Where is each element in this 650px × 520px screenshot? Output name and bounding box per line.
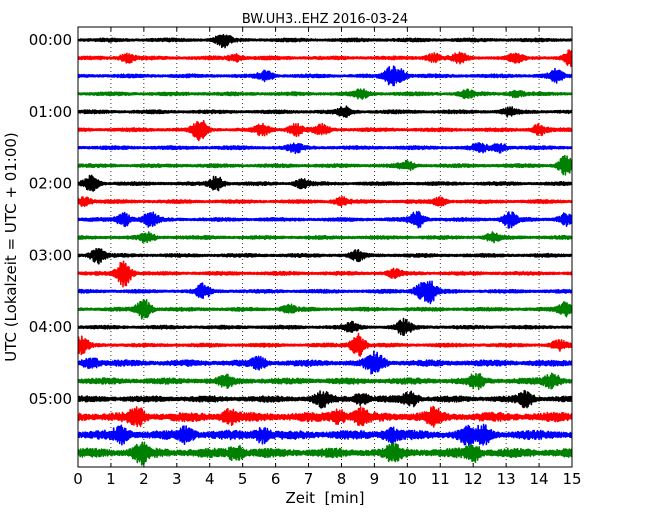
- x-tick-label: 5: [238, 470, 248, 488]
- x-tick-label: 15: [562, 470, 581, 488]
- trace-01:15: [78, 119, 572, 142]
- trace-03:15: [78, 260, 572, 288]
- trace-05:15: [78, 405, 572, 428]
- x-tick-label: 12: [464, 470, 483, 488]
- x-tick-label: 10: [398, 470, 417, 488]
- trace-02:30: [78, 210, 572, 229]
- x-tick-label: 0: [73, 470, 83, 488]
- trace-05:30: [78, 423, 572, 447]
- y-axis-label: UTC (Lokalzeit = UTC + 01:00): [2, 132, 20, 362]
- trace-02:15: [78, 195, 572, 208]
- y-tick-label: 00:00: [29, 31, 72, 49]
- trace-03:30: [78, 280, 572, 305]
- y-tick-label: 01:00: [29, 103, 72, 121]
- trace-05:00: [78, 389, 572, 409]
- trace-01:30: [78, 142, 572, 155]
- x-tick-label: 13: [497, 470, 516, 488]
- x-tick-label: 6: [271, 470, 281, 488]
- seismogram-traces: [78, 33, 572, 466]
- x-tick-label: 8: [337, 470, 347, 488]
- x-tick-label: 7: [304, 470, 314, 488]
- trace-00:45: [78, 88, 572, 100]
- trace-05:45: [78, 441, 572, 466]
- x-tick-label: 9: [370, 470, 380, 488]
- grid-lines: [110, 27, 540, 467]
- trace-01:45: [78, 154, 572, 176]
- trace-04:45: [78, 372, 572, 391]
- trace-01:00: [78, 105, 572, 118]
- trace-02:00: [78, 174, 572, 192]
- y-tick-label: 03:00: [29, 246, 72, 264]
- x-tick-label: 3: [172, 470, 182, 488]
- x-tick-label: 14: [530, 470, 549, 488]
- trace-02:45: [78, 231, 572, 244]
- trace-04:15: [78, 332, 572, 357]
- trace-04:00: [78, 317, 572, 337]
- plot-frame: [77, 26, 573, 468]
- x-tick-label: 1: [106, 470, 116, 488]
- axis-ticks: 0 1 2 3 4 5 6 7 8 9 10 11 12 13 14 1500:0001:0002:0003:…: [29, 27, 582, 488]
- trace-00:30: [78, 65, 572, 87]
- x-tick-label: 4: [205, 470, 215, 488]
- trace-00:15: [78, 49, 572, 67]
- x-axis-label: Zeit [min]: [285, 489, 364, 507]
- chart-title: BW.UH3..EHZ 2016-03-24: [242, 12, 408, 27]
- x-tick-label: 11: [431, 470, 450, 488]
- y-tick-label: 02:00: [29, 175, 72, 193]
- trace-04:30: [78, 350, 572, 375]
- y-tick-label: 05:00: [29, 390, 72, 408]
- y-tick-label: 04:00: [29, 318, 72, 336]
- x-tick-label: 2: [139, 470, 149, 488]
- trace-00:00: [78, 33, 572, 49]
- trace-03:00: [78, 247, 572, 265]
- trace-03:45: [78, 298, 572, 320]
